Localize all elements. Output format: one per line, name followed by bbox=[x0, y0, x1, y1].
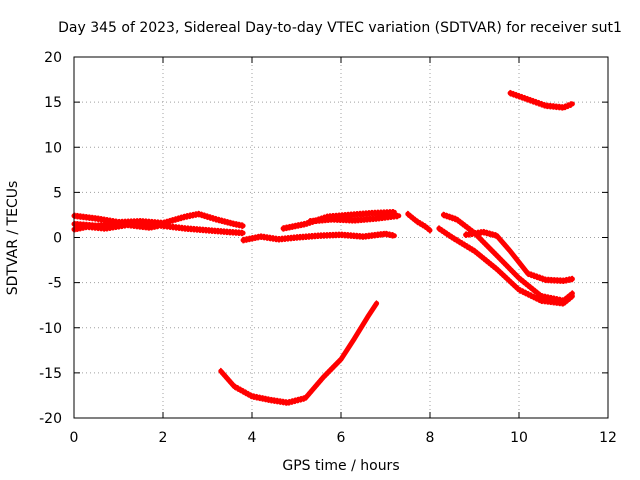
series-track-7 bbox=[405, 211, 433, 233]
x-tick-label: 10 bbox=[510, 430, 528, 446]
series-track-9-jitter bbox=[442, 216, 574, 304]
series-track-3-jitter bbox=[73, 221, 160, 228]
y-tick-label: -10 bbox=[39, 321, 62, 337]
x-tick-label: 4 bbox=[248, 430, 257, 446]
x-tick-label: 6 bbox=[337, 430, 346, 446]
series-track-1 bbox=[71, 211, 246, 229]
series-track-12-jitter bbox=[220, 305, 378, 406]
series-track-11-jitter bbox=[509, 89, 574, 106]
y-tick-label: -15 bbox=[39, 366, 62, 382]
series-track-4 bbox=[240, 231, 397, 243]
series-track-7-jitter bbox=[407, 215, 431, 234]
x-axis-label: GPS time / hours bbox=[282, 458, 399, 474]
series-track-10-jitter bbox=[464, 228, 574, 280]
x-tick-label: 2 bbox=[159, 430, 168, 446]
series-track-10-jitter bbox=[464, 233, 574, 285]
y-axis-label: SDTVAR / TECUs bbox=[5, 181, 21, 296]
series-track-11 bbox=[507, 90, 575, 110]
series-track-6 bbox=[307, 213, 402, 224]
x-tick-label: 8 bbox=[426, 430, 435, 446]
x-tick-label: 0 bbox=[70, 430, 79, 446]
series-track-7-jitter bbox=[407, 210, 431, 229]
y-tick-label: 0 bbox=[53, 231, 62, 247]
series-track-3 bbox=[71, 222, 162, 232]
series-track-2-jitter bbox=[73, 219, 244, 232]
series-track-4-jitter bbox=[242, 235, 396, 244]
y-tick-label: -20 bbox=[39, 411, 62, 427]
y-tick-label: 20 bbox=[44, 50, 62, 66]
y-tick-label: 5 bbox=[53, 185, 62, 201]
series-track-5 bbox=[280, 209, 397, 231]
data-series bbox=[71, 89, 575, 406]
series-track-10 bbox=[463, 229, 575, 284]
series-track-1-jitter bbox=[73, 210, 244, 225]
series-track-3-jitter bbox=[73, 226, 160, 233]
series-track-12-jitter bbox=[220, 300, 378, 401]
y-tick-label: 15 bbox=[44, 95, 62, 111]
series-track-12 bbox=[218, 300, 380, 406]
y-tick-label: -5 bbox=[48, 276, 62, 292]
chart-title: Day 345 of 2023, Sidereal Day-to-day VTE… bbox=[58, 20, 622, 36]
series-track-6-jitter bbox=[309, 212, 400, 220]
series-track-4-jitter bbox=[242, 230, 396, 239]
series-track-9-jitter bbox=[442, 211, 574, 299]
series-track-11-jitter bbox=[509, 94, 574, 111]
x-tick-label: 12 bbox=[599, 430, 617, 446]
y-tick-label: 10 bbox=[44, 140, 62, 156]
series-track-8-jitter bbox=[438, 230, 574, 307]
series-track-5-jitter bbox=[282, 208, 396, 227]
axis-ticks: 0 2 4 6 8 10 12 -20 -15 -10 -5 0 5 10 15 20 bbox=[39, 50, 617, 446]
grid bbox=[74, 57, 608, 418]
series-track-9 bbox=[440, 212, 575, 304]
series-track-6-jitter bbox=[309, 217, 400, 225]
